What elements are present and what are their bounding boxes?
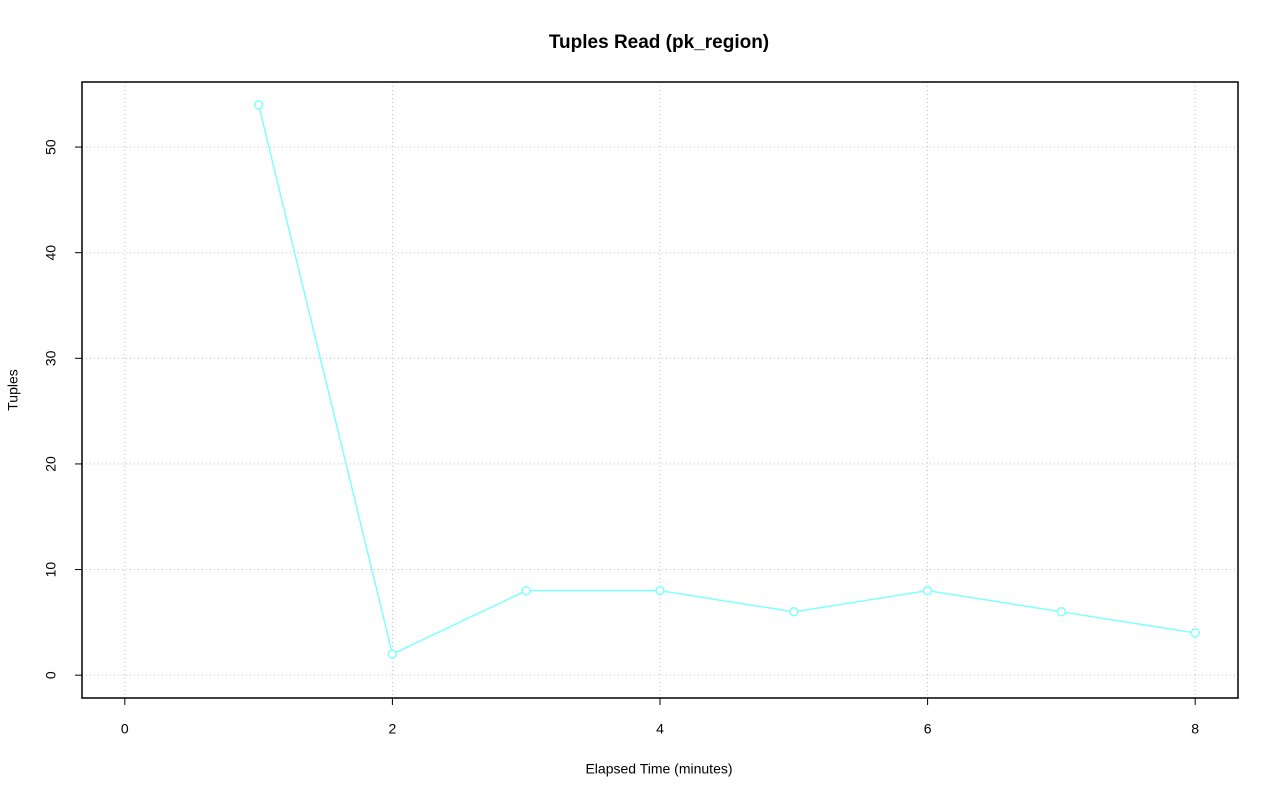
point [922, 585, 933, 596]
x-tick-label: 8 [1191, 721, 1199, 737]
y-tick-label: 20 [43, 456, 59, 472]
point [521, 585, 531, 596]
point [789, 607, 799, 617]
x-tick-label: 0 [121, 721, 129, 737]
y-tick-label: 0 [43, 671, 59, 679]
x-tick-label: 4 [656, 721, 664, 737]
y-axis-label: Tuples [5, 369, 21, 411]
y-tick-label: 10 [43, 562, 59, 578]
y-tick-label: 40 [43, 245, 59, 261]
y-tick-label: 50 [43, 139, 59, 155]
point [1056, 607, 1067, 617]
x-axis-label: Elapsed Time (minutes) [585, 761, 732, 777]
x-tick-label: 6 [924, 721, 932, 737]
point [387, 649, 398, 659]
y-tick-label: 30 [43, 350, 59, 366]
series-line [257, 104, 1196, 656]
plot-frame [81, 81, 1239, 699]
point [655, 585, 665, 596]
point [1190, 628, 1200, 638]
point [253, 100, 264, 110]
x-tick-label: 2 [389, 721, 397, 737]
chart-title: Tuples Read (pk_region) [549, 32, 769, 53]
